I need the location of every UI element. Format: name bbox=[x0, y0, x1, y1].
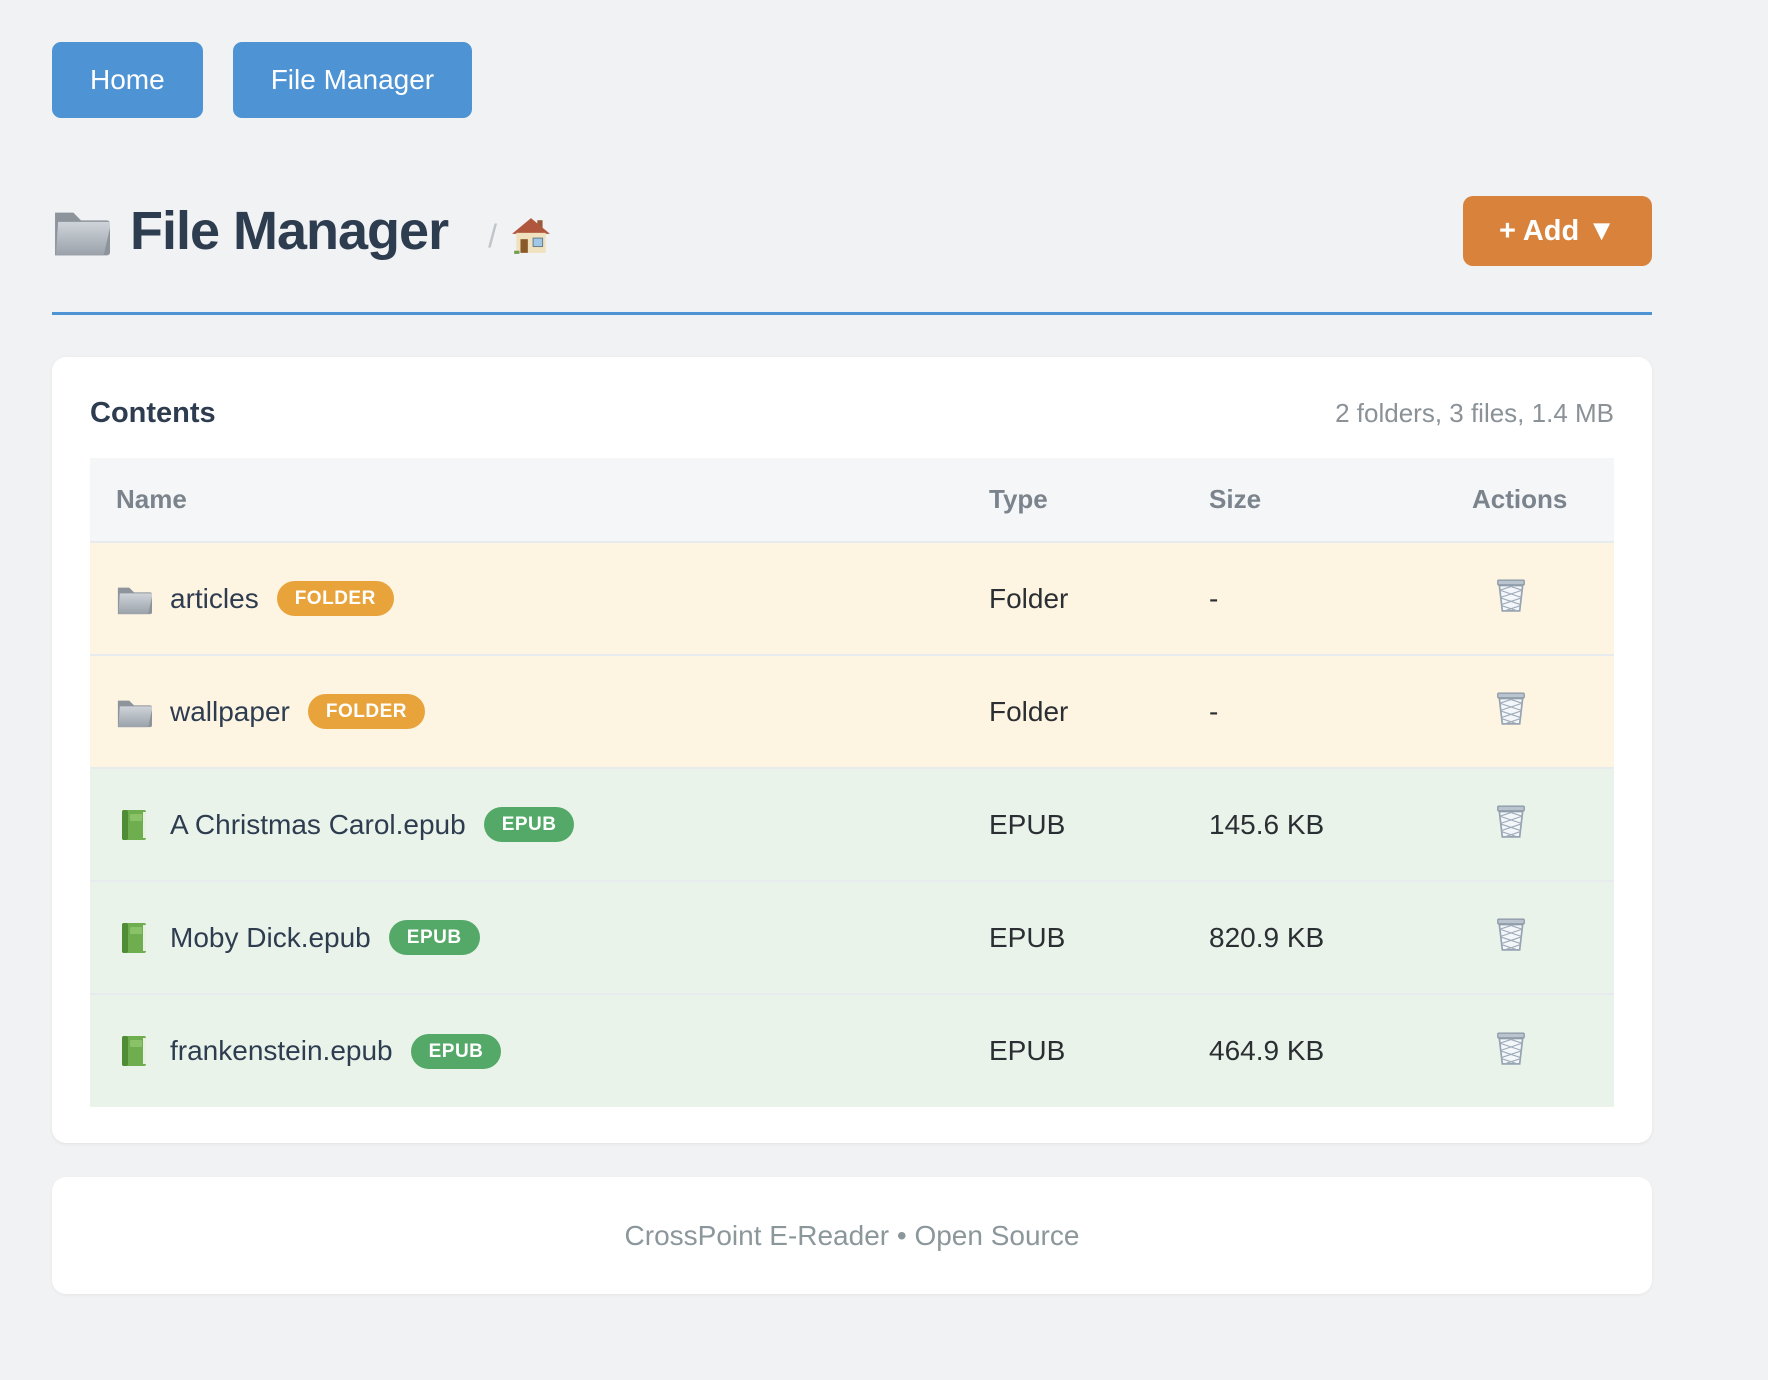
file-size: - bbox=[1209, 582, 1219, 614]
contents-heading: Contents bbox=[90, 397, 216, 429]
file-table: Name Type Size Actions articles FOLDER F… bbox=[90, 458, 1614, 1107]
page-header: File Manager / + Add ▼ bbox=[52, 196, 1652, 266]
file-type: EPUB bbox=[989, 1035, 1066, 1066]
column-header-name: Name bbox=[90, 458, 989, 542]
folder-icon bbox=[116, 695, 152, 729]
trash-icon bbox=[1494, 916, 1528, 952]
file-name[interactable]: A Christmas Carol.epub bbox=[170, 808, 466, 840]
file-name[interactable]: Moby Dick.epub bbox=[170, 921, 371, 953]
page-title: File Manager bbox=[130, 201, 449, 261]
book-icon bbox=[116, 1034, 152, 1068]
file-type: Folder bbox=[989, 695, 1069, 727]
column-header-size: Size bbox=[1209, 458, 1464, 542]
file-manager-button[interactable]: File Manager bbox=[232, 42, 473, 118]
file-name[interactable]: wallpaper bbox=[170, 695, 290, 727]
file-size: 464.9 KB bbox=[1209, 1035, 1325, 1066]
folder-icon bbox=[116, 582, 152, 616]
delete-button[interactable] bbox=[1494, 577, 1528, 613]
breadcrumb: / bbox=[488, 216, 551, 256]
trash-icon bbox=[1494, 577, 1528, 613]
delete-button[interactable] bbox=[1494, 803, 1528, 839]
trash-icon bbox=[1494, 803, 1528, 839]
add-button[interactable]: + Add ▼ bbox=[1462, 196, 1652, 266]
contents-card: Contents 2 folders, 3 files, 1.4 MB Name… bbox=[52, 357, 1652, 1143]
book-icon bbox=[116, 921, 152, 955]
file-type: EPUB bbox=[989, 808, 1066, 840]
house-icon[interactable] bbox=[511, 216, 551, 256]
title-divider bbox=[52, 312, 1652, 315]
file-type-badge: EPUB bbox=[483, 807, 575, 842]
table-row[interactable]: frankenstein.epub EPUB EPUB 464.9 KB bbox=[90, 994, 1614, 1107]
delete-button[interactable] bbox=[1494, 916, 1528, 952]
file-type: EPUB bbox=[989, 921, 1066, 953]
home-button[interactable]: Home bbox=[52, 42, 203, 118]
file-size: 820.9 KB bbox=[1209, 921, 1325, 953]
delete-button[interactable] bbox=[1494, 1030, 1528, 1066]
book-icon bbox=[116, 808, 152, 842]
table-row[interactable]: wallpaper FOLDER Folder - bbox=[90, 655, 1614, 768]
file-type-badge: EPUB bbox=[410, 1033, 502, 1069]
column-header-type: Type bbox=[989, 458, 1209, 542]
contents-summary: 2 folders, 3 files, 1.4 MB bbox=[1335, 398, 1614, 428]
top-nav: Home File Manager bbox=[52, 42, 1652, 118]
file-type: Folder bbox=[989, 582, 1069, 614]
breadcrumb-separator: / bbox=[488, 217, 497, 254]
file-type-badge: FOLDER bbox=[276, 581, 394, 616]
column-header-actions: Actions bbox=[1464, 458, 1614, 542]
table-row[interactable]: Moby Dick.epub EPUB EPUB 820.9 KB bbox=[90, 881, 1614, 994]
file-name[interactable]: articles bbox=[170, 582, 259, 614]
file-type-badge: FOLDER bbox=[307, 694, 425, 729]
footer-text: CrossPoint E-Reader • Open Source bbox=[624, 1219, 1080, 1251]
file-size: 145.6 KB bbox=[1209, 808, 1325, 840]
file-name[interactable]: frankenstein.epub bbox=[170, 1035, 393, 1066]
folder-icon bbox=[52, 205, 110, 257]
file-type-badge: EPUB bbox=[388, 920, 480, 955]
table-row[interactable]: A Christmas Carol.epub EPUB EPUB 145.6 K… bbox=[90, 768, 1614, 881]
table-header-row: Name Type Size Actions bbox=[90, 458, 1614, 542]
footer: CrossPoint E-Reader • Open Source bbox=[52, 1177, 1652, 1294]
file-size: - bbox=[1209, 695, 1219, 727]
table-row[interactable]: articles FOLDER Folder - bbox=[90, 542, 1614, 655]
trash-icon bbox=[1494, 690, 1528, 726]
delete-button[interactable] bbox=[1494, 690, 1528, 726]
trash-icon bbox=[1494, 1030, 1528, 1066]
